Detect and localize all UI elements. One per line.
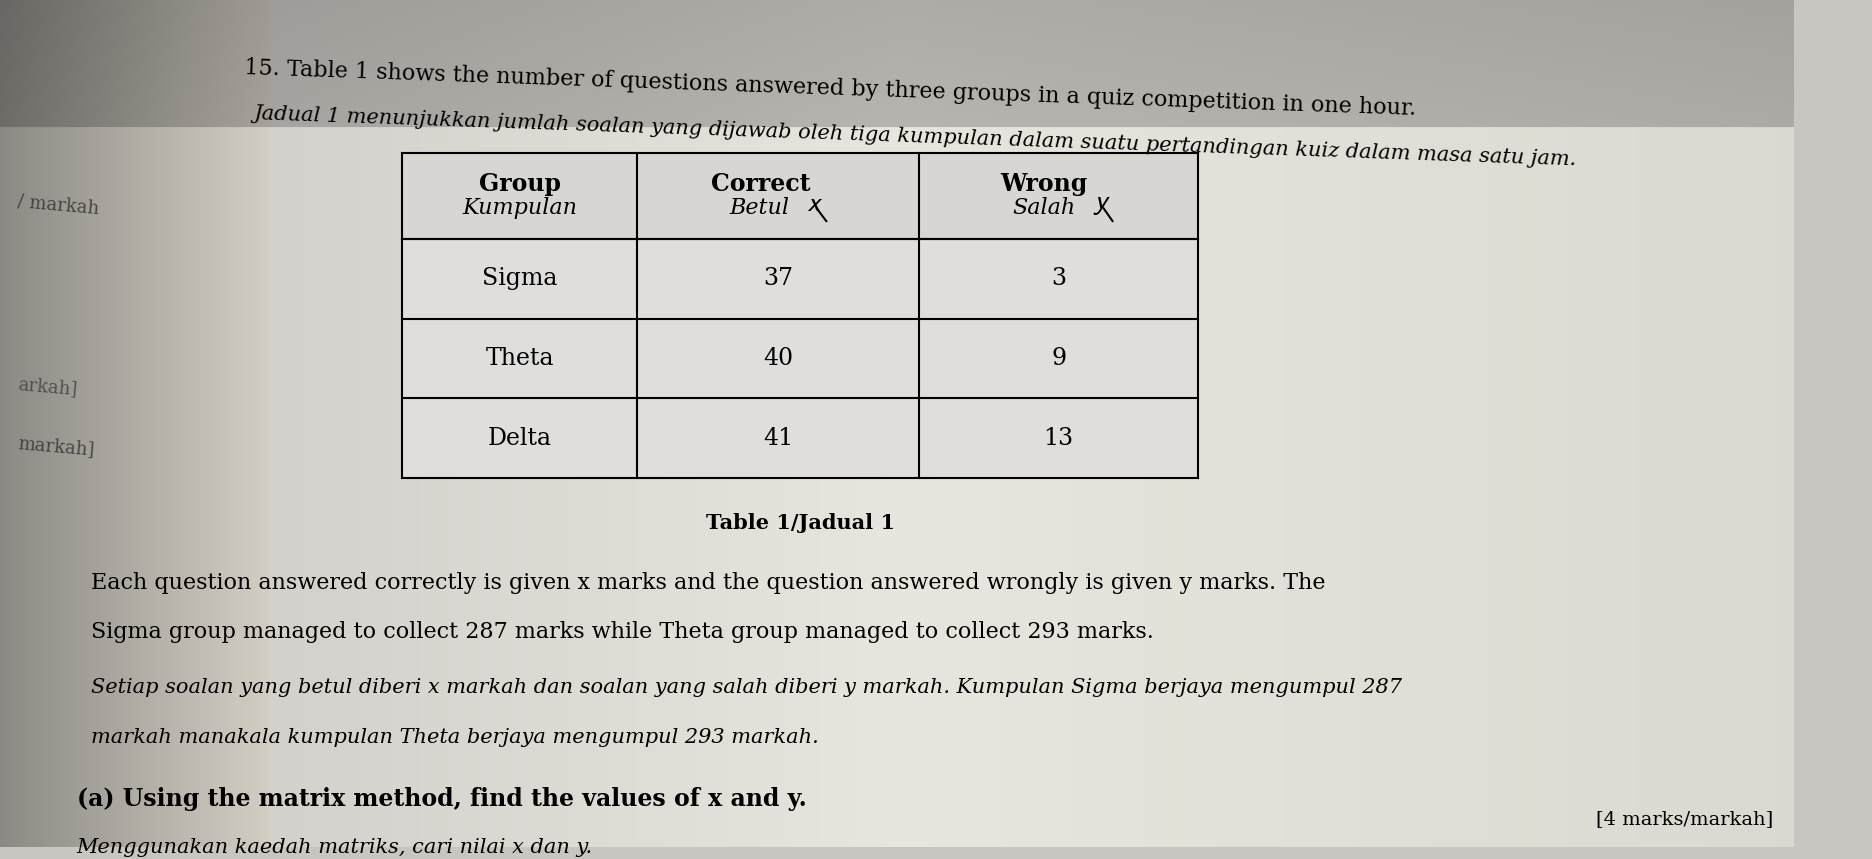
Text: 3: 3 bbox=[1052, 267, 1067, 290]
Text: Wrong: Wrong bbox=[1002, 172, 1088, 196]
Text: Correct: Correct bbox=[711, 172, 811, 196]
Text: markah]: markah] bbox=[17, 434, 95, 459]
Text: Sigma group managed to collect 287 marks while Theta group managed to collect 29: Sigma group managed to collect 287 marks… bbox=[92, 621, 1153, 643]
Text: Salah: Salah bbox=[1013, 197, 1076, 219]
Bar bbox=[402, 153, 1198, 239]
Text: Kumpulan: Kumpulan bbox=[462, 197, 577, 219]
Text: arkah]: arkah] bbox=[17, 375, 79, 398]
Text: 41: 41 bbox=[764, 427, 794, 450]
Text: 15. Table 1 shows the number of questions answered by three groups in a quiz com: 15. Table 1 shows the number of question… bbox=[245, 58, 1417, 120]
Bar bbox=[402, 153, 1198, 478]
Text: 13: 13 bbox=[1043, 427, 1075, 450]
Text: 40: 40 bbox=[764, 347, 794, 370]
Text: Group: Group bbox=[479, 172, 562, 196]
Text: / markah: / markah bbox=[17, 192, 101, 217]
Text: $\mathcal{x}$: $\mathcal{x}$ bbox=[807, 191, 824, 217]
Text: $\mathcal{y}$: $\mathcal{y}$ bbox=[1093, 191, 1110, 217]
Text: Menggunakan kaedah matriks, cari nilai x dan y.: Menggunakan kaedah matriks, cari nilai x… bbox=[77, 838, 593, 857]
Text: Table 1/Jadual 1: Table 1/Jadual 1 bbox=[706, 513, 895, 533]
Text: Setiap soalan yang betul diberi x markah dan soalan yang salah diberi y markah. : Setiap soalan yang betul diberi x markah… bbox=[92, 679, 1402, 698]
Text: Betul: Betul bbox=[728, 197, 790, 219]
Text: Jadual 1 menunjukkan jumlah soalan yang dijawab oleh tiga kumpulan dalam suatu p: Jadual 1 menunjukkan jumlah soalan yang … bbox=[255, 104, 1578, 168]
Text: Theta: Theta bbox=[485, 347, 554, 370]
Text: Each question answered correctly is given x marks and the question answered wron: Each question answered correctly is give… bbox=[92, 572, 1325, 594]
Text: 9: 9 bbox=[1050, 347, 1067, 370]
Text: [4 marks/markah]: [4 marks/markah] bbox=[1595, 810, 1773, 828]
Text: (a) Using the matrix method, find the values of x and y.: (a) Using the matrix method, find the va… bbox=[77, 787, 807, 811]
Text: Delta: Delta bbox=[489, 427, 552, 450]
Text: markah manakala kumpulan Theta berjaya mengumpul 293 markah.: markah manakala kumpulan Theta berjaya m… bbox=[92, 728, 818, 746]
Text: Sigma: Sigma bbox=[483, 267, 558, 290]
Text: 37: 37 bbox=[764, 267, 794, 290]
